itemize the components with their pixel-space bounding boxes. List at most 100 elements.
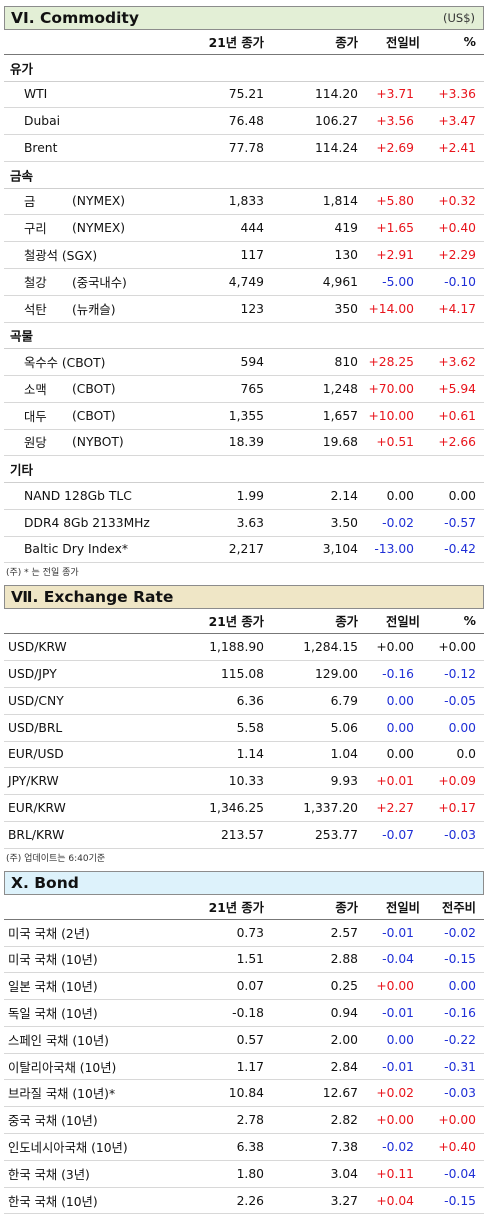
row-name: 미국 국채 (2년) xyxy=(8,926,90,941)
commodity-table: 유가 WTI 75.21 114.20 +3.71 +3.36 Dubai 76.48 106.… xyxy=(0,55,488,564)
row-exchange: (NYMEX) xyxy=(72,194,126,209)
col-percent: % xyxy=(463,614,476,629)
cell-change: +3.56 xyxy=(376,114,414,129)
cell-change: +3.71 xyxy=(376,87,414,102)
cell-close: 130 xyxy=(334,248,358,263)
cell-change: +14.00 xyxy=(368,301,414,316)
row-name: 인도네시아국채 (10년) xyxy=(8,1140,128,1155)
row-name: 원당 xyxy=(24,436,47,451)
table-row: DDR4 8Gb 2133MHz 3.63 3.50 -0.02 -0.57 xyxy=(4,510,484,537)
cell-percent: +0.32 xyxy=(438,194,476,209)
exchange-title: Ⅶ. Exchange Rate xyxy=(11,588,174,607)
col-close: 종가 xyxy=(335,900,358,915)
cell-close: 419 xyxy=(334,221,358,236)
cell-percent: -0.05 xyxy=(444,693,476,708)
table-row: USD/JPY 115.08 129.00 -0.16 -0.12 xyxy=(4,661,484,688)
cell-prev-year-close: 5.58 xyxy=(236,720,264,735)
row-name: 대두 xyxy=(24,409,47,424)
category-row: 곡물 xyxy=(4,323,484,350)
cell-prev-year-close: 117 xyxy=(240,248,264,263)
row-name: USD/JPY xyxy=(8,667,57,682)
cell-close: 114.24 xyxy=(314,141,358,156)
row-name: Brent xyxy=(24,141,58,156)
commodity-section-header: VI. Commodity (US$) xyxy=(4,6,484,30)
row-name: 중국 국채 (10년) xyxy=(8,1114,98,1129)
table-row: 원당 (NYBOT) 18.39 19.68 +0.51 +2.66 xyxy=(4,430,484,457)
cell-change: +0.00 xyxy=(376,1113,414,1128)
cell-change: -0.04 xyxy=(382,952,414,967)
cell-percent: -0.16 xyxy=(444,1005,476,1020)
table-row: USD/BRL 5.58 5.06 0.00 0.00 xyxy=(4,715,484,742)
cell-close: 2.88 xyxy=(330,952,358,967)
cell-percent: +2.41 xyxy=(438,141,476,156)
cell-change: +10.00 xyxy=(368,408,414,423)
col-percent: % xyxy=(463,35,476,49)
cell-change: -0.01 xyxy=(382,1059,414,1074)
table-row: USD/KRW 1,188.90 1,284.15 +0.00 +0.00 xyxy=(4,634,484,662)
cell-change: +2.27 xyxy=(376,801,414,815)
cell-percent: -0.42 xyxy=(444,542,476,557)
cell-prev-year-close: 76.48 xyxy=(228,114,264,129)
cell-change: +2.91 xyxy=(376,248,414,263)
row-name: 소맥 xyxy=(24,382,47,397)
cell-close: 0.94 xyxy=(330,1005,358,1020)
row-name: Baltic Dry Index* xyxy=(24,542,129,557)
cell-close: 810 xyxy=(334,355,358,370)
exchange-note: (주) 업데이트는 6:40기준 xyxy=(6,853,106,864)
category-label: 곡물 xyxy=(10,328,34,344)
category-label: 유가 xyxy=(10,61,34,77)
cell-change: +0.01 xyxy=(376,774,414,789)
row-exchange: (NYMEX) xyxy=(72,221,126,236)
cell-prev-year-close: 213.57 xyxy=(220,827,264,842)
row-name: 미국 국채 (10년) xyxy=(8,953,98,968)
table-row: 이탈리아국채 (10년) 1.17 2.84 -0.01 -0.31 xyxy=(4,1054,484,1081)
row-name: USD/BRL xyxy=(8,720,63,735)
cell-close: 12.67 xyxy=(322,1086,358,1101)
cell-change: +70.00 xyxy=(368,381,414,396)
cell-prev-year-close: 2.26 xyxy=(236,1193,264,1208)
cell-change: +0.04 xyxy=(376,1193,414,1208)
row-exchange: (뉴캐슬) xyxy=(72,302,116,317)
cell-prev-year-close: 4,749 xyxy=(228,274,264,289)
row-name: 옥수수 (CBOT) xyxy=(24,356,106,371)
commodity-unit: (US$) xyxy=(442,11,475,25)
cell-percent: +3.36 xyxy=(438,87,476,102)
cell-close: 4,961 xyxy=(322,274,358,289)
cell-change: 0.00 xyxy=(386,488,414,503)
cell-prev-year-close: 3.63 xyxy=(236,515,264,530)
market-data-page: VI. Commodity (US$) 21년 종가 종가 전일비 % 유가 WT… xyxy=(0,6,488,1214)
cell-close: 1.04 xyxy=(330,747,358,762)
cell-prev-year-close: 2.78 xyxy=(236,1113,264,1128)
cell-percent: -0.10 xyxy=(444,274,476,289)
cell-close: 0.25 xyxy=(330,979,358,994)
cell-change: -0.07 xyxy=(382,827,414,842)
cell-close: 1,337.20 xyxy=(303,801,358,815)
row-name: USD/CNY xyxy=(8,693,64,708)
cell-change: -0.16 xyxy=(382,667,414,682)
cell-prev-year-close: 1.51 xyxy=(236,952,264,967)
exchange-section-header: Ⅶ. Exchange Rate xyxy=(4,585,484,610)
cell-percent: -0.15 xyxy=(444,952,476,967)
cell-close: 3.04 xyxy=(330,1166,358,1181)
col-week-change: 전주비 xyxy=(442,900,476,915)
cell-prev-year-close: 1.99 xyxy=(236,488,264,503)
cell-close: 1,814 xyxy=(322,194,358,209)
row-name: 한국 국채 (10년) xyxy=(8,1194,98,1209)
row-exchange: (중국내수) xyxy=(72,275,127,290)
cell-change: -0.02 xyxy=(382,515,414,530)
row-name: 독일 국채 (10년) xyxy=(8,1006,98,1021)
cell-prev-year-close: 18.39 xyxy=(228,435,264,450)
cell-prev-year-close: 115.08 xyxy=(220,667,264,682)
col-change: 전일비 xyxy=(386,36,420,50)
cell-prev-year-close: 6.36 xyxy=(236,693,264,708)
row-name: USD/KRW xyxy=(8,640,67,655)
cell-change: +0.00 xyxy=(376,640,414,655)
cell-close: 253.77 xyxy=(314,827,358,842)
cell-change: +2.69 xyxy=(376,141,414,156)
row-exchange: (NYBOT) xyxy=(72,435,124,450)
cell-prev-year-close: 6.38 xyxy=(236,1139,264,1154)
exchange-column-header: 21년 종가 종가 전일비 % xyxy=(4,609,484,635)
cell-percent: -0.22 xyxy=(444,1032,476,1047)
row-name: 철강 xyxy=(24,275,47,290)
cell-close: 106.27 xyxy=(314,114,358,129)
